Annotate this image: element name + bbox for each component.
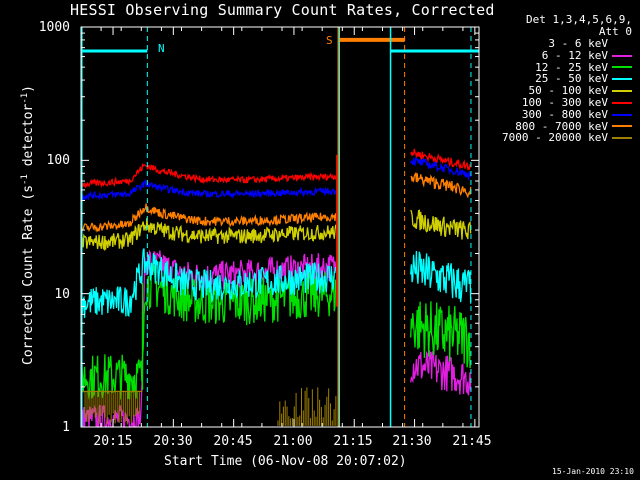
- series-line-7: [80, 203, 337, 233]
- legend-entry: 50 - 100 keV: [482, 85, 632, 97]
- series-line-3: [80, 248, 337, 318]
- legend-swatch: [612, 78, 632, 81]
- legend-entry: 300 - 800 keV: [482, 107, 632, 121]
- legend-entry: 3 - 6 keV: [482, 38, 632, 50]
- series-line-6: [80, 178, 337, 202]
- series-line-3-late: [410, 250, 472, 304]
- legend-swatch: [612, 113, 632, 116]
- y-tick-label: 100: [46, 153, 70, 168]
- legend-entry: 7000 - 20000 keV: [482, 132, 632, 144]
- legend-entry: 100 - 300 keV: [482, 97, 632, 109]
- x-tick-label: 21:00: [273, 434, 313, 449]
- x-tick-label: 21:30: [392, 434, 432, 449]
- series-line-1-late: [410, 350, 472, 396]
- x-tick-label: 21:45: [452, 434, 492, 449]
- series-line-4-late: [410, 209, 472, 240]
- x-tick-label: 20:15: [93, 434, 133, 449]
- legend-swatch: [612, 54, 632, 57]
- legend-entry: 6 - 12 keV: [482, 48, 632, 62]
- series-line-2-late: [410, 301, 472, 369]
- legend-label: 6 - 12 keV: [541, 48, 608, 62]
- legend-entry: 12 - 25 keV: [482, 60, 632, 74]
- legend-swatch: [612, 125, 632, 128]
- x-tick-label: 20:45: [213, 434, 253, 449]
- legend-swatch: [612, 101, 632, 104]
- plot-frame: [80, 26, 480, 428]
- annotation-label-s: S: [326, 34, 333, 47]
- legend-swatch: [612, 90, 632, 93]
- legend-header-line-2: Att 0: [598, 25, 632, 38]
- x-tick-label: 21:15: [333, 434, 373, 449]
- chart-title: HESSI Observing Summary Count Rates, Cor…: [70, 1, 495, 19]
- legend-swatch: [612, 42, 632, 45]
- series-line-6-late: [410, 156, 472, 181]
- legend-swatch: [612, 137, 632, 140]
- legend: Det 1,3,4,5,6,9, Att 0 3 - 6 keV 6 - 12 …: [482, 14, 632, 144]
- x-axis-title: Start Time (06-Nov-08 20:07:02): [164, 454, 407, 469]
- legend-entry: 25 - 50 keV: [482, 73, 632, 85]
- legend-label: 12 - 25 keV: [535, 60, 608, 74]
- series-line-4: [80, 217, 337, 252]
- legend-label: 3 - 6 keV: [548, 37, 608, 50]
- legend-header-line-1: Det 1,3,4,5,6,9,: [526, 13, 632, 26]
- y-tick-label: 1000: [38, 20, 70, 35]
- data-layer: [80, 148, 472, 428]
- legend-label: 800 - 7000 keV: [515, 119, 608, 133]
- annotation-layer: [81, 27, 479, 427]
- legend-label: 25 - 50 keV: [535, 72, 608, 86]
- legend-label: 100 - 300 keV: [521, 95, 608, 109]
- y-tick-label: 1: [62, 420, 70, 435]
- legend-label: 300 - 800 keV: [521, 107, 608, 121]
- timestamp: 15-Jan-2010 23:10: [552, 467, 634, 476]
- legend-swatch: [612, 66, 632, 69]
- legend-label: 50 - 100 keV: [528, 84, 608, 98]
- axis-ticks: [80, 26, 479, 428]
- series-line-7-late: [410, 171, 472, 199]
- annotation-label-n: N: [158, 42, 165, 55]
- series-line-5-late: [410, 148, 472, 171]
- legend-entry: 800 - 7000 keV: [482, 119, 632, 133]
- legend-label: 7000 - 20000 keV: [502, 131, 608, 145]
- x-tick-label: 20:30: [153, 434, 193, 449]
- series-line-5: [80, 163, 337, 189]
- y-axis-title: Corrected Count Rate (s-1 detector-1): [19, 85, 37, 365]
- y-tick-label: 10: [54, 287, 70, 302]
